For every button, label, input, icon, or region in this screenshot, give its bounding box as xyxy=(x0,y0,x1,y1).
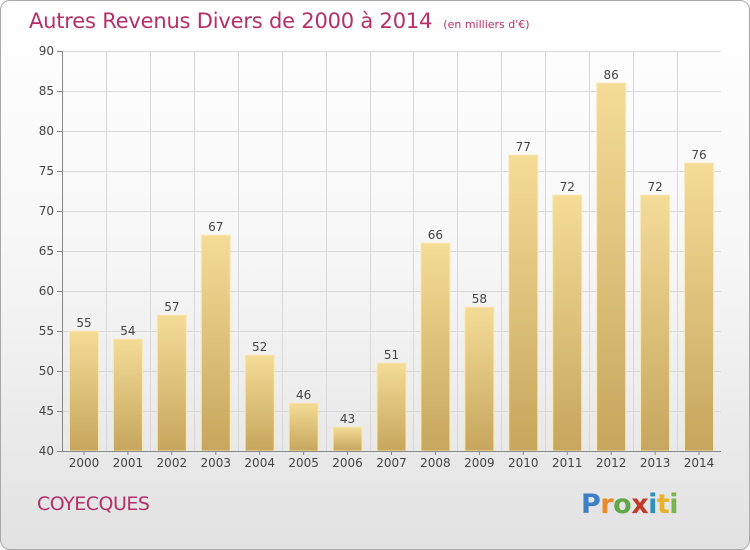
y-tick-label: 50 xyxy=(39,364,54,378)
logo-letter: t xyxy=(656,489,670,520)
bar xyxy=(244,354,275,452)
x-tick-label: 2011 xyxy=(552,456,583,470)
bar xyxy=(596,82,627,452)
y-tick-label: 75 xyxy=(39,164,54,178)
logo-letter: o xyxy=(613,489,632,520)
bars xyxy=(68,82,715,452)
x-tick-label: 2006 xyxy=(332,456,363,470)
data-label: 52 xyxy=(252,340,267,354)
x-tick-label: 2014 xyxy=(684,456,715,470)
x-tick-label: 2012 xyxy=(596,456,627,470)
bar xyxy=(200,234,231,452)
data-label: 72 xyxy=(560,180,575,194)
bar xyxy=(332,426,363,452)
logo-letter: r xyxy=(600,489,614,520)
axes: 40 45 50 55 60 65 70 75 80 85 90 2000 2001 2002 2003 20… xyxy=(39,44,721,470)
y-tick-label: 70 xyxy=(39,204,54,218)
proxiti-logo[interactable]: Proxiti xyxy=(581,489,679,520)
x-tick-label: 2002 xyxy=(157,456,188,470)
city-name: COYECQUES xyxy=(37,493,150,515)
x-tick-label: 2005 xyxy=(288,456,319,470)
chart-title-block: Autres Revenus Divers de 2000 à 2014 (en… xyxy=(29,9,530,33)
x-tick-label: 2013 xyxy=(640,456,671,470)
bar xyxy=(552,194,583,452)
bar xyxy=(508,154,539,452)
data-label: 46 xyxy=(296,388,311,402)
y-tick-label: 60 xyxy=(39,284,54,298)
data-label: 55 xyxy=(76,316,91,330)
x-tick-label: 2010 xyxy=(508,456,539,470)
bar xyxy=(464,306,495,452)
data-label: 58 xyxy=(472,292,487,306)
bar xyxy=(156,314,187,452)
y-tick-label: 85 xyxy=(39,84,54,98)
data-label: 86 xyxy=(604,68,619,82)
x-tick-label: 2007 xyxy=(376,456,407,470)
x-tick-label: 2000 xyxy=(69,456,100,470)
data-label: 72 xyxy=(647,180,662,194)
x-tick-label: 2001 xyxy=(113,456,144,470)
data-label: 76 xyxy=(691,148,706,162)
data-labels: 55 54 57 67 52 46 43 51 66 58 77 72 86 72 76 xyxy=(76,68,706,426)
y-tick-label: 80 xyxy=(39,124,54,138)
chart-subtitle: (en milliers d'€) xyxy=(443,18,530,31)
bar xyxy=(684,162,715,452)
logo-letter: i xyxy=(648,489,657,520)
y-tick-label: 40 xyxy=(39,444,54,458)
x-tick-label: 2003 xyxy=(200,456,231,470)
chart-title: Autres Revenus Divers de 2000 à 2014 xyxy=(29,9,433,33)
logo-letter: i xyxy=(669,489,679,520)
bar xyxy=(640,194,671,452)
data-label: 51 xyxy=(384,348,399,362)
data-label: 57 xyxy=(164,300,179,314)
data-label: 66 xyxy=(428,228,443,242)
x-tick-label: 2008 xyxy=(420,456,451,470)
y-tick-label: 90 xyxy=(39,44,54,58)
bar xyxy=(376,362,407,452)
data-label: 54 xyxy=(120,324,135,338)
bar xyxy=(288,402,319,452)
bar xyxy=(68,330,99,452)
bar xyxy=(112,338,143,452)
y-tick-label: 55 xyxy=(39,324,54,338)
data-label: 67 xyxy=(208,220,223,234)
y-tick-label: 45 xyxy=(39,404,54,418)
y-tick-label: 65 xyxy=(39,244,54,258)
x-tick-label: 2009 xyxy=(464,456,495,470)
data-label: 43 xyxy=(340,412,355,426)
logo-letter: x xyxy=(631,489,649,520)
data-label: 77 xyxy=(516,140,531,154)
logo-letter: P xyxy=(581,489,601,520)
x-tick-label: 2004 xyxy=(244,456,275,470)
bar xyxy=(420,242,451,452)
